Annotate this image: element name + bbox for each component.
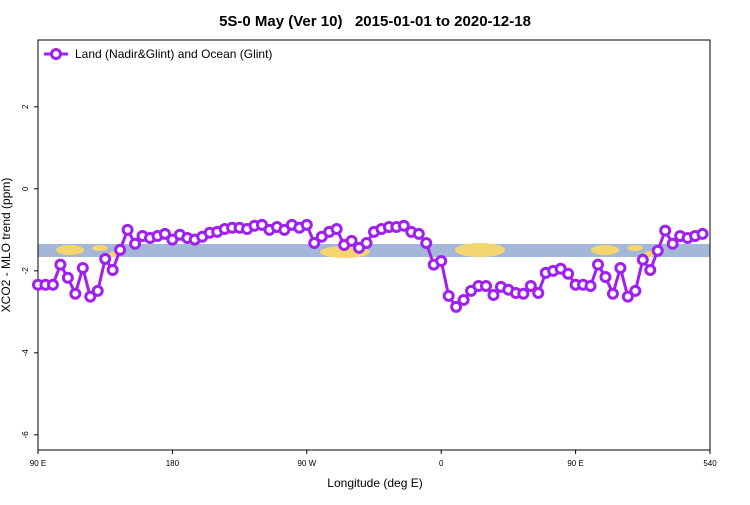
data-point xyxy=(524,280,537,292)
y-tick-label: 2 xyxy=(21,104,30,109)
x-tick-label: 90 E xyxy=(30,459,46,468)
data-point xyxy=(330,223,343,236)
data-point xyxy=(76,261,89,274)
data-point xyxy=(114,243,127,256)
data-point xyxy=(442,289,455,302)
data-point xyxy=(457,293,470,306)
data-point xyxy=(696,227,709,240)
x-tick-label: 90 W xyxy=(297,459,316,468)
data-point xyxy=(592,258,604,271)
data-point xyxy=(61,271,74,284)
legend: Land (Nadir&Glint) and Ocean (Glint) xyxy=(44,47,272,61)
data-point xyxy=(629,284,642,297)
data-point xyxy=(621,290,634,303)
data-point xyxy=(420,236,433,249)
y-tick-label: -6 xyxy=(21,431,30,439)
x-tick-label: 540 xyxy=(703,459,717,468)
data-point xyxy=(345,234,358,247)
data-point xyxy=(450,300,463,313)
data-point xyxy=(158,227,171,240)
data-point xyxy=(129,237,142,250)
data-point xyxy=(480,280,492,292)
data-point xyxy=(308,236,321,249)
data-point xyxy=(69,287,82,300)
data-point xyxy=(636,253,649,266)
data-point xyxy=(606,287,619,300)
data-point xyxy=(614,261,627,274)
y-tick-label: 0 xyxy=(21,186,30,191)
chart-title: 5S-0 May (Ver 10) 2015-01-01 to 2020-12-… xyxy=(219,13,531,30)
y-tick-label: -4 xyxy=(21,349,30,357)
legend-marker xyxy=(50,48,62,60)
data-point xyxy=(666,237,679,250)
legend-label: Land (Nadir&Glint) and Ocean (Glint) xyxy=(75,47,272,61)
data-point xyxy=(54,258,67,271)
data-point xyxy=(84,290,97,303)
data-point xyxy=(487,289,500,302)
x-tick-label: 180 xyxy=(166,459,180,468)
x-tick-label: 0 xyxy=(439,459,444,468)
data-point xyxy=(121,223,134,236)
data-point xyxy=(360,236,373,249)
data-point xyxy=(659,224,672,237)
data-point xyxy=(644,264,657,277)
data-point xyxy=(106,264,119,277)
plot-frame xyxy=(37,39,711,451)
y-axis-label: XCO2 - MLO trend (ppm) xyxy=(0,178,13,313)
data-point xyxy=(517,287,530,300)
data-point xyxy=(91,284,104,297)
data-point xyxy=(300,218,313,231)
data-point xyxy=(599,270,612,283)
y-tick-label: -2 xyxy=(21,267,30,275)
data-point xyxy=(412,227,425,240)
data-point xyxy=(584,280,597,292)
map-strip xyxy=(38,243,710,258)
data-point xyxy=(651,244,664,257)
data-point xyxy=(562,267,575,280)
x-tick-label: 90 E xyxy=(567,459,583,468)
data-point xyxy=(46,278,59,291)
data-point xyxy=(99,252,112,265)
data-point xyxy=(435,254,448,267)
x-axis-label: Longitude (deg E) xyxy=(327,476,422,490)
data-point xyxy=(397,219,410,232)
data-point xyxy=(532,286,545,299)
